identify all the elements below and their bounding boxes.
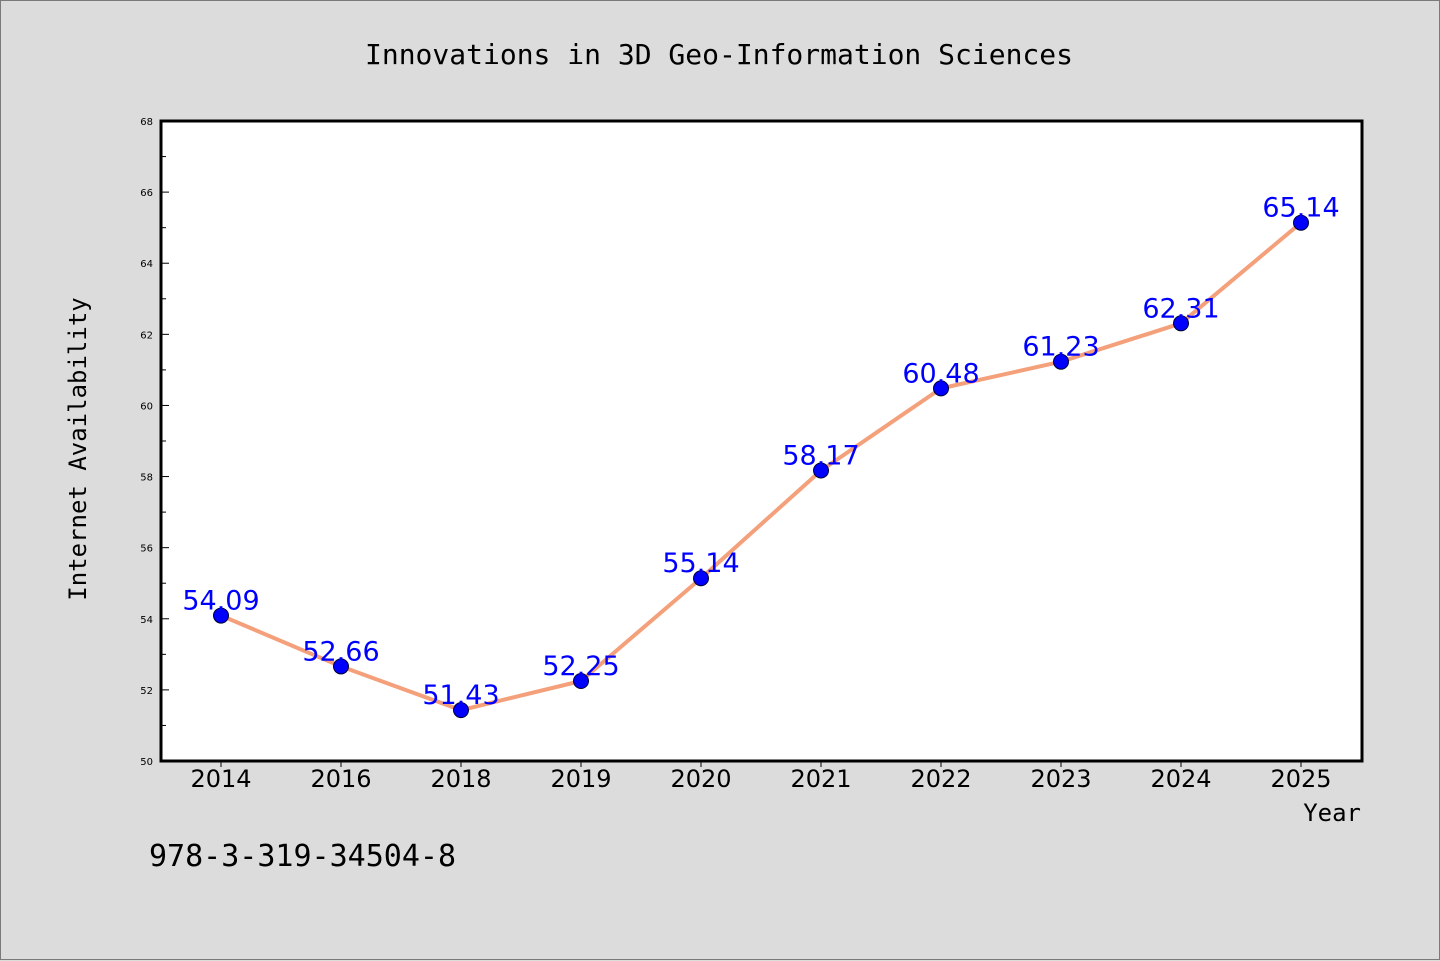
y-tick-label: 60	[140, 401, 153, 412]
y-axis-label: Internet Availability	[64, 297, 92, 600]
data-point	[933, 380, 949, 397]
y-tick-label: 66	[140, 188, 153, 199]
data-label: 54.09	[182, 586, 259, 617]
y-tick-label: 52	[140, 686, 153, 697]
chart-title: Innovations in 3D Geo-Information Scienc…	[365, 38, 1073, 71]
x-tick-label: 2019	[550, 765, 611, 793]
y-tick-label: 54	[140, 615, 153, 626]
x-tick-label: 2025	[1270, 765, 1331, 793]
series-line	[219, 220, 1303, 713]
data-label: 62.31	[1142, 293, 1219, 324]
data-label: 58.17	[782, 441, 859, 472]
y-tick-label: 58	[140, 473, 153, 484]
data-label: 61.23	[1022, 332, 1099, 363]
x-tick-label: 2018	[430, 765, 491, 793]
data-point	[333, 658, 349, 675]
data-label: 55.14	[662, 548, 739, 579]
x-tick-label: 2022	[910, 765, 971, 793]
y-tick-label: 62	[140, 330, 153, 341]
y-tick-label: 68	[140, 117, 153, 128]
plot-area	[161, 121, 1362, 761]
x-axis-label: Year	[1303, 799, 1361, 827]
plot-frame	[159, 119, 1364, 763]
data-label: 52.25	[542, 651, 619, 682]
y-tick-label: 64	[140, 259, 153, 270]
x-tick-label: 2023	[1030, 765, 1091, 793]
data-point	[453, 702, 469, 719]
x-tick-label: 2014	[190, 765, 251, 793]
data-labels: 54.09 52.66 51.43 52.25 55.14 58.17 60.48 61.23…	[182, 193, 1339, 711]
data-point	[1053, 353, 1069, 370]
x-tick-label: 2024	[1150, 765, 1211, 793]
x-axis-ticks: 2014 2016 2018 2019 2020 2021 2022 2023 2024 2025	[190, 761, 1332, 793]
data-label: 65.14	[1262, 193, 1339, 224]
data-point	[693, 570, 709, 587]
data-label: 52.66	[302, 636, 379, 667]
x-tick-label: 2020	[670, 765, 731, 793]
series-markers	[213, 214, 1309, 719]
data-point	[1173, 315, 1189, 332]
y-tick-label: 56	[140, 544, 153, 555]
y-tick-label: 50	[140, 757, 153, 768]
data-point	[813, 462, 829, 479]
isbn-text: 978-3-319-34504-8	[149, 839, 456, 874]
x-tick-label: 2021	[790, 765, 851, 793]
x-tick-label: 2016	[310, 765, 371, 793]
data-point	[213, 607, 229, 624]
data-point	[1293, 214, 1309, 231]
data-label: 51.43	[422, 680, 499, 711]
data-label: 60.48	[902, 358, 979, 389]
data-point	[573, 673, 589, 689]
